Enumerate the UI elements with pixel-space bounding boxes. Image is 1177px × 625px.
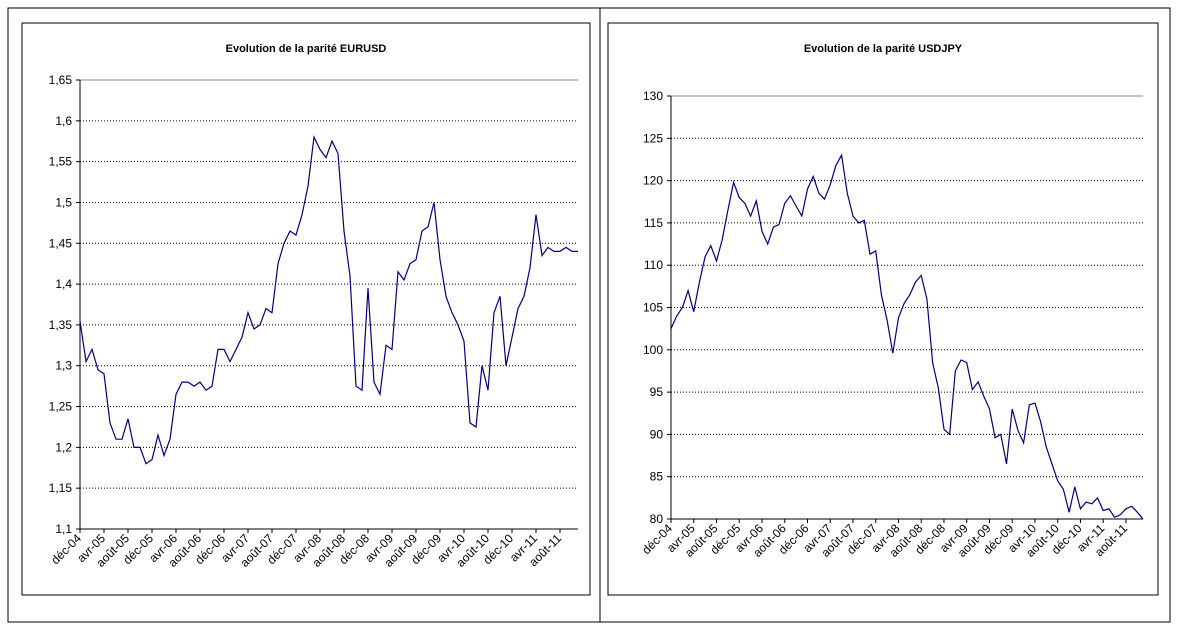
- y-tick-label: 1,15: [49, 481, 73, 495]
- y-tick-label: 115: [644, 216, 663, 230]
- chart-title: Evolution de la parité USDJPY: [804, 43, 963, 55]
- y-tick-label: 1,25: [49, 400, 73, 414]
- data-line: [79, 135, 578, 465]
- y-tick-label: 120: [643, 174, 663, 188]
- y-tick-label: 1,1: [55, 522, 72, 536]
- y-tick-label: 100: [643, 343, 663, 357]
- y-tick-label: 80: [650, 512, 664, 526]
- y-tick-label: 1,4: [55, 277, 72, 291]
- y-tick-label: 1,3: [55, 359, 72, 373]
- y-tick-label: 1,35: [49, 318, 73, 332]
- y-tick-label: 1,5: [55, 195, 72, 209]
- chart-frame: [21, 22, 591, 596]
- data-line: [670, 153, 1144, 520]
- y-tick-label: 95: [650, 385, 664, 399]
- y-tick-label: 1,55: [49, 155, 73, 169]
- y-tick-label: 1,6: [55, 114, 72, 128]
- y-tick-label: 125: [643, 131, 663, 145]
- y-tick-label: 110: [644, 258, 663, 272]
- y-tick-label: 105: [643, 301, 663, 315]
- y-tick-label: 130: [643, 89, 663, 103]
- y-tick-label: 1,45: [49, 236, 73, 250]
- outer-frame: [7, 7, 1171, 623]
- y-tick-label: 1,65: [49, 73, 73, 87]
- y-tick-label: 85: [650, 470, 664, 484]
- y-tick-label: 90: [650, 427, 664, 441]
- y-tick-label: 1,2: [55, 440, 72, 454]
- chart-title: Evolution de la parité EURUSD: [226, 43, 387, 55]
- chart-frame: [607, 22, 1159, 596]
